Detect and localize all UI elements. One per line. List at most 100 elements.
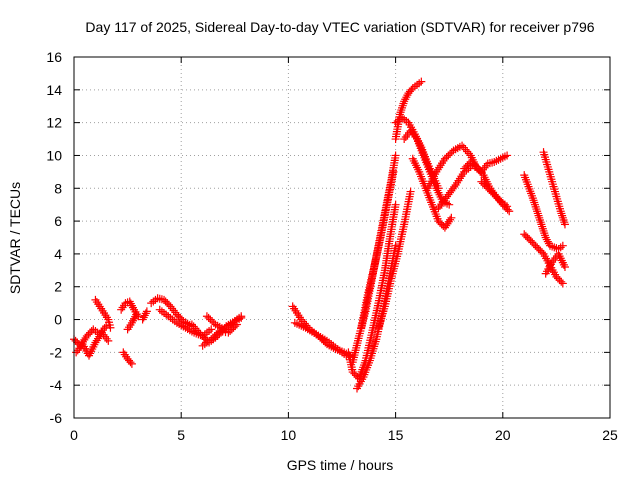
y-axis-label: SDTVAR / TECUs — [7, 182, 23, 294]
data-point — [536, 218, 545, 227]
data-point — [445, 200, 454, 209]
data-point — [132, 310, 141, 319]
data-point — [237, 312, 246, 321]
data-point — [400, 97, 409, 106]
data-point — [533, 209, 542, 218]
data-point — [558, 279, 567, 288]
plot-frame — [73, 56, 611, 419]
data-point — [126, 358, 135, 367]
data-point — [127, 359, 136, 368]
series-sat-track-11 — [198, 320, 241, 350]
data-point — [130, 314, 139, 323]
data-point — [559, 215, 568, 224]
series-sat-track-3 — [91, 295, 115, 332]
data-point — [444, 151, 453, 160]
data-point — [207, 325, 216, 334]
data-point — [558, 211, 567, 220]
y-tick-label: 2 — [54, 279, 62, 295]
data-point — [168, 304, 177, 313]
series-sat-track-30 — [539, 148, 569, 229]
data-points — [70, 77, 569, 393]
axis-tick-labels: 0 5 10 15 20 25 -6 -4 -2 0 2 4 6 8 10 12 14 16 — [46, 49, 618, 443]
data-point — [138, 315, 147, 324]
data-point — [558, 213, 567, 222]
data-point — [531, 202, 540, 211]
data-point — [193, 326, 202, 335]
data-point — [543, 237, 552, 246]
data-point — [131, 312, 140, 321]
data-point — [535, 215, 544, 224]
y-tick-label: 0 — [54, 312, 62, 328]
data-point — [447, 213, 456, 222]
series-sat-track-32 — [541, 249, 569, 278]
data-point — [406, 187, 415, 196]
data-point — [139, 313, 148, 322]
data-point — [389, 167, 398, 176]
data-point — [417, 77, 426, 86]
data-point — [207, 335, 216, 344]
data-point — [106, 323, 115, 332]
data-point — [409, 130, 418, 139]
data-point — [442, 153, 451, 162]
data-point — [541, 233, 550, 242]
data-point — [126, 299, 135, 308]
data-point — [142, 307, 151, 316]
data-point — [99, 330, 108, 339]
data-point — [461, 145, 470, 154]
data-point — [401, 95, 410, 104]
data-point — [72, 348, 81, 357]
data-point — [539, 226, 548, 235]
data-point — [189, 322, 198, 331]
data-point — [478, 165, 487, 174]
data-point — [530, 200, 539, 209]
data-point — [128, 303, 137, 312]
data-point — [560, 263, 569, 272]
data-point — [557, 209, 566, 218]
data-point — [141, 309, 150, 318]
y-tick-label: 14 — [46, 82, 62, 98]
y-tick-label: -6 — [50, 410, 63, 426]
data-point — [391, 200, 400, 209]
data-point — [104, 336, 113, 345]
data-point — [206, 315, 215, 324]
data-point — [533, 207, 542, 216]
y-tick-label: 8 — [54, 180, 62, 196]
data-point — [208, 317, 217, 326]
y-tick-label: 6 — [54, 213, 62, 229]
data-point — [556, 243, 565, 252]
series-sat-track-2 — [72, 328, 113, 360]
data-point — [391, 151, 400, 160]
data-point — [127, 301, 136, 310]
y-tick-label: -2 — [50, 344, 63, 360]
data-point — [400, 135, 409, 144]
data-point — [557, 277, 566, 286]
x-tick-label: 0 — [70, 427, 78, 443]
data-point — [169, 306, 178, 315]
chart-title: Day 117 of 2025, Sidereal Day-to-day VTE… — [85, 19, 594, 35]
data-point — [125, 297, 134, 306]
data-point — [505, 207, 514, 216]
series-sat-track-14 — [290, 318, 351, 360]
data-point — [538, 222, 547, 231]
data-point — [446, 149, 455, 158]
x-tick-label: 20 — [495, 427, 511, 443]
data-point — [558, 241, 567, 250]
data-point — [411, 132, 420, 141]
data-point — [396, 108, 405, 117]
series-sat-track-19 — [374, 187, 415, 332]
data-point — [398, 103, 407, 112]
data-point — [101, 332, 110, 341]
data-point — [199, 333, 208, 342]
data-point — [397, 106, 406, 115]
data-point — [128, 316, 137, 325]
data-point — [503, 151, 512, 160]
y-tick-label: 16 — [46, 49, 62, 65]
data-point — [402, 93, 411, 102]
x-tick-label: 15 — [388, 427, 404, 443]
x-tick-label: 10 — [281, 427, 297, 443]
data-point — [440, 154, 449, 163]
data-point — [214, 328, 223, 337]
series-sat-track-8 — [147, 294, 196, 331]
data-point — [534, 211, 543, 220]
series-sat-track-1 — [70, 322, 111, 350]
